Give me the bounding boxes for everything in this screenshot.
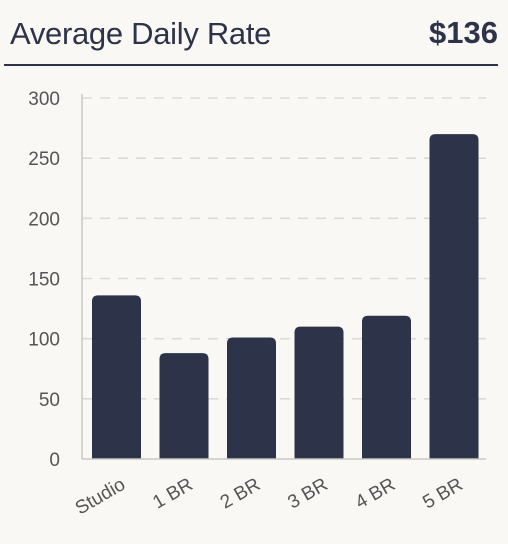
x-tick-label: Studio — [72, 474, 129, 519]
y-tick-label: 300 — [28, 89, 60, 110]
bar-4-br — [362, 315, 411, 459]
x-tick-label: 5 BR — [419, 474, 466, 513]
card-title: Average Daily Rate — [10, 16, 272, 51]
average-rate-value: $136 — [429, 15, 498, 50]
bar-1-br — [159, 353, 209, 459]
y-tick-label: 250 — [28, 149, 60, 170]
bar-3-br — [294, 326, 344, 459]
bar-5-br — [429, 134, 479, 459]
x-tick-label: 4 BR — [352, 474, 399, 513]
y-tick-label: 150 — [28, 270, 60, 291]
card-header: Average Daily Rate $136 — [4, 10, 498, 66]
y-tick-label: 0 — [49, 450, 60, 471]
bar-studio — [92, 295, 141, 459]
bar-2-br — [227, 337, 276, 459]
x-tick-label: 1 BR — [149, 474, 196, 513]
y-tick-label: 200 — [28, 209, 60, 230]
y-tick-label: 100 — [28, 330, 60, 351]
x-tick-label: 3 BR — [284, 474, 331, 513]
x-tick-label: 2 BR — [217, 474, 264, 513]
y-tick-label: 50 — [39, 390, 60, 411]
